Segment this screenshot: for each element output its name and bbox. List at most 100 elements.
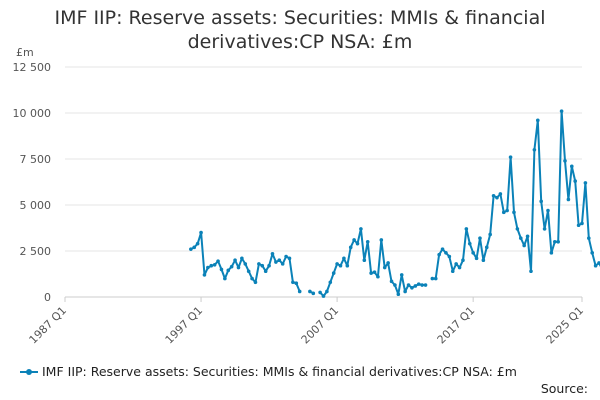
data-point <box>274 260 278 264</box>
data-point <box>590 251 595 255</box>
data-point <box>467 241 472 246</box>
data-point <box>359 227 363 231</box>
data-point <box>512 210 516 215</box>
data-point <box>498 192 503 196</box>
y-axis-unit-label: £m <box>16 46 34 59</box>
data-point <box>382 265 387 270</box>
data-point <box>229 264 234 269</box>
series-line-group <box>189 109 600 298</box>
data-point <box>403 289 407 294</box>
data-point <box>556 240 560 244</box>
data-point <box>450 269 455 274</box>
data-point <box>321 294 326 298</box>
data-point <box>206 265 210 270</box>
x-tick-label: 2017 Q1 <box>435 304 478 347</box>
chart-legend[interactable]: IMF IIP: Reserve assets: Securities: MMI… <box>20 364 517 379</box>
x-tick-label: 1987 Q1 <box>27 304 70 347</box>
data-point <box>522 243 526 248</box>
data-point <box>593 263 598 268</box>
chart-title: IMF IIP: Reserve assets: Securities: MMI… <box>0 6 600 54</box>
data-point <box>563 159 567 163</box>
data-point <box>542 227 547 231</box>
data-point <box>376 274 380 279</box>
series-line-segment <box>432 110 600 280</box>
data-point <box>491 194 496 198</box>
data-point <box>508 155 513 159</box>
data-point <box>311 291 316 296</box>
x-axis: 1987 Q1 1997 Q1 2007 Q1 2017 Q1 2025 Q1 <box>27 297 587 347</box>
data-point <box>559 109 564 113</box>
data-point <box>257 262 261 266</box>
data-point <box>338 263 343 268</box>
data-point <box>518 236 523 240</box>
data-point <box>549 251 554 255</box>
data-point <box>583 181 588 185</box>
data-point <box>433 276 438 281</box>
data-point <box>552 240 557 244</box>
data-point <box>444 251 448 255</box>
x-tick-label: 2025 Q1 <box>544 304 587 347</box>
data-point <box>352 238 356 242</box>
data-point <box>291 280 295 285</box>
data-point <box>454 262 458 266</box>
data-point <box>372 270 377 274</box>
data-point <box>410 286 414 290</box>
data-point <box>216 259 220 263</box>
data-point <box>478 236 482 240</box>
data-point <box>226 268 231 273</box>
data-point <box>440 247 445 251</box>
chart-title-line-2: derivatives:CP NSA: £m <box>187 31 413 53</box>
data-point <box>345 263 350 268</box>
data-point <box>484 245 489 250</box>
data-point <box>277 258 282 263</box>
data-point <box>573 179 577 183</box>
data-point <box>379 238 384 242</box>
data-point <box>365 240 370 244</box>
y-tick-label: 0 <box>44 291 51 304</box>
data-point <box>240 256 244 261</box>
data-point <box>267 263 271 268</box>
data-point <box>386 261 390 265</box>
data-point <box>569 164 574 169</box>
data-point <box>189 247 193 251</box>
data-point <box>348 245 353 250</box>
data-point <box>481 258 486 263</box>
data-point <box>212 263 217 267</box>
y-tick-label: 7 500 <box>20 153 52 166</box>
data-point <box>416 282 421 286</box>
data-point <box>335 262 339 266</box>
data-point <box>287 256 292 261</box>
data-point <box>430 276 435 281</box>
data-point <box>280 262 285 266</box>
data-point <box>413 284 418 288</box>
data-point <box>328 280 333 285</box>
source-label: Source: <box>540 381 588 396</box>
data-point <box>566 197 571 202</box>
legend-label: IMF IIP: Reserve assets: Securities: MMI… <box>42 364 517 379</box>
data-point <box>515 227 520 231</box>
data-point <box>284 254 288 259</box>
data-point <box>420 283 424 287</box>
y-tick-label: 5 000 <box>20 199 52 212</box>
data-point <box>331 271 336 275</box>
y-tick-label: 2 500 <box>20 245 52 258</box>
data-point <box>219 267 224 272</box>
data-point <box>318 290 322 295</box>
data-point <box>355 241 360 246</box>
data-point <box>406 283 411 287</box>
data-point <box>362 258 367 263</box>
data-point <box>236 265 241 270</box>
grid-lines <box>65 66 582 298</box>
data-point <box>389 279 394 284</box>
data-point <box>270 251 275 256</box>
data-point <box>539 199 543 204</box>
data-point <box>253 280 258 285</box>
data-point <box>263 269 268 274</box>
data-point <box>529 269 533 274</box>
data-point <box>597 261 600 265</box>
data-point <box>471 251 475 255</box>
data-point <box>464 227 469 231</box>
data-point <box>461 258 465 263</box>
data-point <box>488 232 492 237</box>
data-point <box>576 223 581 228</box>
